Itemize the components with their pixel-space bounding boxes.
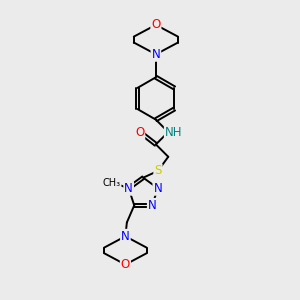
Text: N: N bbox=[124, 182, 133, 195]
Text: N: N bbox=[153, 182, 162, 195]
Text: S: S bbox=[154, 164, 162, 177]
Text: O: O bbox=[151, 18, 160, 32]
Text: O: O bbox=[135, 126, 144, 139]
Text: NH: NH bbox=[165, 125, 182, 139]
Text: O: O bbox=[121, 258, 130, 271]
Text: N: N bbox=[148, 199, 157, 212]
Text: CH₃: CH₃ bbox=[103, 178, 121, 188]
Text: N: N bbox=[152, 48, 160, 61]
Text: N: N bbox=[121, 230, 130, 243]
